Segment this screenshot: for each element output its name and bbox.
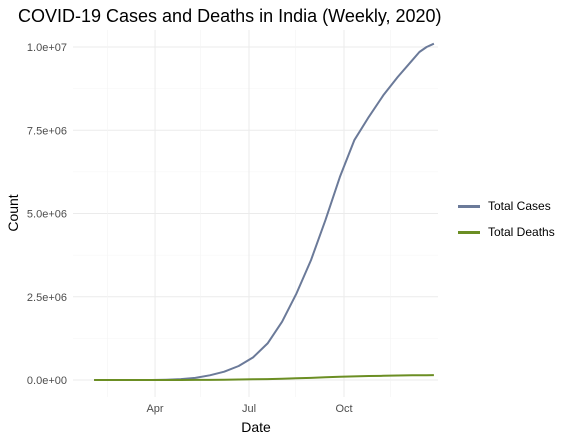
- legend-label-total-deaths: Total Deaths: [488, 225, 555, 239]
- grid-lines: [73, 30, 438, 397]
- legend-key-total-deaths: [458, 230, 480, 234]
- series-lines: [94, 42, 435, 381]
- legend-item-total-cases: Total Cases: [458, 193, 555, 219]
- y-tick-label: 2.5e+06: [27, 292, 67, 304]
- legend: Total Cases Total Deaths: [458, 193, 555, 245]
- x-tick-label: Apr: [146, 403, 163, 415]
- y-tick-label: 7.5e+06: [27, 125, 67, 137]
- y-axis-title: Count: [5, 194, 21, 231]
- legend-key-total-cases: [458, 204, 480, 208]
- series-line-total-cases: [94, 42, 435, 381]
- chart-title: COVID-19 Cases and Deaths in India (Week…: [18, 6, 442, 26]
- y-tick-label: 5.0e+06: [27, 209, 67, 221]
- y-tick-label: 1.0e+07: [27, 42, 67, 54]
- legend-item-total-deaths: Total Deaths: [458, 219, 555, 245]
- x-axis-title: Date: [241, 419, 271, 435]
- y-tick-label: 0.0e+00: [27, 375, 67, 387]
- x-tick-label: Jul: [242, 403, 256, 415]
- legend-label-total-cases: Total Cases: [488, 199, 551, 213]
- y-axis-ticks: 0.0e+00 2.5e+06 5.0e+06 7.5e+06 1.0e+07: [27, 42, 67, 387]
- x-axis-ticks: Apr Jul Oct: [146, 403, 352, 415]
- x-tick-label: Oct: [335, 403, 352, 415]
- series-line-total-deaths: [94, 374, 434, 381]
